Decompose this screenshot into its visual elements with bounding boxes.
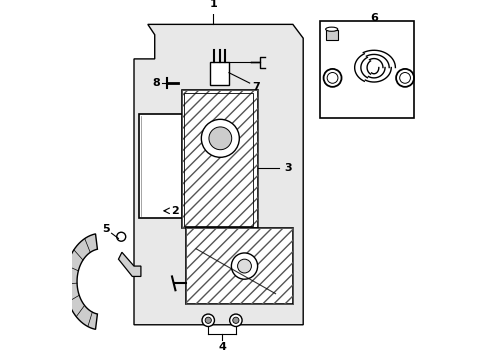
Bar	[325, 30, 337, 40]
Bar	[139, 114, 183, 218]
Bar	[320, 21, 413, 118]
Polygon shape	[134, 24, 303, 325]
Bar	[185, 228, 292, 304]
Bar	[183, 94, 253, 226]
Bar	[185, 228, 292, 304]
Text: 7: 7	[252, 81, 260, 91]
Text: 3: 3	[283, 163, 291, 173]
Text: 6: 6	[369, 13, 377, 23]
Text: 5: 5	[102, 224, 110, 234]
Text: 1: 1	[209, 0, 217, 9]
Polygon shape	[118, 252, 141, 276]
Polygon shape	[65, 234, 97, 329]
Circle shape	[229, 314, 242, 327]
Circle shape	[202, 314, 214, 327]
Bar	[209, 62, 228, 85]
Text: 8: 8	[152, 78, 160, 88]
Bar	[182, 90, 258, 228]
Circle shape	[205, 317, 211, 323]
Circle shape	[201, 119, 239, 157]
Circle shape	[237, 259, 251, 273]
Circle shape	[208, 127, 231, 150]
Ellipse shape	[325, 27, 337, 31]
Bar	[182, 90, 258, 228]
Text: 4: 4	[218, 342, 225, 352]
Circle shape	[231, 253, 257, 279]
Circle shape	[232, 317, 239, 323]
Text: 2: 2	[171, 206, 179, 216]
Circle shape	[117, 232, 125, 241]
